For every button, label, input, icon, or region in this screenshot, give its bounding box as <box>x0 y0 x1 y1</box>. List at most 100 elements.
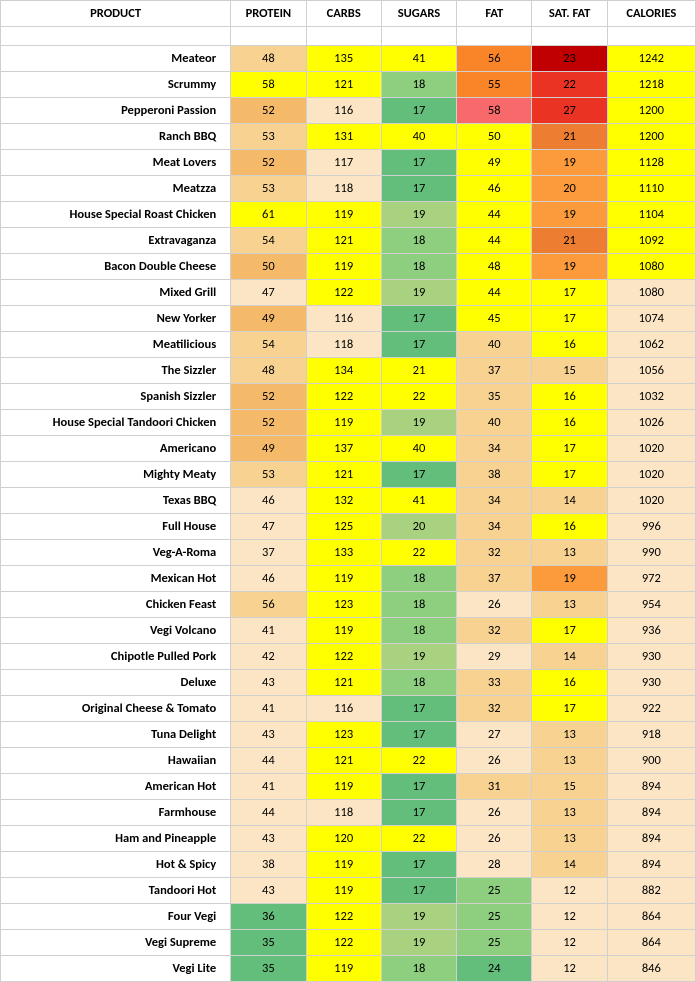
cell: 43 <box>231 670 306 696</box>
cell: 19 <box>381 644 456 670</box>
cell: 1080 <box>607 254 695 280</box>
cell: 122 <box>306 384 381 410</box>
cell: 119 <box>306 410 381 436</box>
cell: 972 <box>607 566 695 592</box>
table-row: Vegi Supreme35122192512864 <box>1 930 696 956</box>
cell: 35 <box>457 384 532 410</box>
product-name: House Special Roast Chicken <box>1 202 231 228</box>
product-name: New Yorker <box>1 306 231 332</box>
product-name: Spanish Sizzler <box>1 384 231 410</box>
nutrition-table: PRODUCT PROTEIN CARBS SUGARS FAT SAT. FA… <box>0 0 696 982</box>
cell: 1200 <box>607 124 695 150</box>
cell: 41 <box>231 618 306 644</box>
cell: 61 <box>231 202 306 228</box>
product-name: Scrummy <box>1 72 231 98</box>
table-row: Mixed Grill471221944171080 <box>1 280 696 306</box>
cell: 17 <box>381 852 456 878</box>
table-row: Chipotle Pulled Pork42122192914930 <box>1 644 696 670</box>
product-name: Original Cheese & Tomato <box>1 696 231 722</box>
cell: 121 <box>306 228 381 254</box>
col-protein: PROTEIN <box>231 1 306 27</box>
cell: 52 <box>231 384 306 410</box>
cell: 16 <box>532 384 607 410</box>
cell: 1080 <box>607 280 695 306</box>
cell: 45 <box>457 306 532 332</box>
cell: 118 <box>306 800 381 826</box>
cell: 52 <box>231 410 306 436</box>
cell: 19 <box>532 202 607 228</box>
cell: 15 <box>532 358 607 384</box>
cell: 38 <box>231 852 306 878</box>
cell: 922 <box>607 696 695 722</box>
cell: 122 <box>306 280 381 306</box>
product-name: Vegi Supreme <box>1 930 231 956</box>
table-row: Hot & Spicy38119172814894 <box>1 852 696 878</box>
cell: 118 <box>306 332 381 358</box>
cell: 13 <box>532 826 607 852</box>
cell: 117 <box>306 150 381 176</box>
cell: 120 <box>306 826 381 852</box>
cell: 21 <box>532 124 607 150</box>
cell: 121 <box>306 670 381 696</box>
table-row: New Yorker491161745171074 <box>1 306 696 332</box>
cell: 18 <box>381 592 456 618</box>
table-row: Tuna Delight43123172713918 <box>1 722 696 748</box>
cell: 119 <box>306 618 381 644</box>
cell: 47 <box>231 514 306 540</box>
cell: 52 <box>231 150 306 176</box>
table-row: Meatzza531181746201110 <box>1 176 696 202</box>
cell: 14 <box>532 852 607 878</box>
table-row: The Sizzler481342137151056 <box>1 358 696 384</box>
product-name: Vegi Volcano <box>1 618 231 644</box>
cell: 16 <box>532 410 607 436</box>
table-row: Chicken Feast56123182613954 <box>1 592 696 618</box>
cell: 34 <box>457 436 532 462</box>
table-row: Mexican Hot46119183719972 <box>1 566 696 592</box>
cell: 20 <box>532 176 607 202</box>
table-row: Four Vegi36122192512864 <box>1 904 696 930</box>
cell: 1092 <box>607 228 695 254</box>
cell: 50 <box>457 124 532 150</box>
cell: 17 <box>381 332 456 358</box>
product-name: Deluxe <box>1 670 231 696</box>
cell: 119 <box>306 878 381 904</box>
cell: 936 <box>607 618 695 644</box>
cell: 46 <box>231 488 306 514</box>
cell: 17 <box>532 436 607 462</box>
cell: 123 <box>306 592 381 618</box>
product-name: American Hot <box>1 774 231 800</box>
cell: 21 <box>532 228 607 254</box>
cell: 1020 <box>607 488 695 514</box>
product-name: Americano <box>1 436 231 462</box>
cell: 19 <box>532 254 607 280</box>
cell: 18 <box>381 254 456 280</box>
cell: 43 <box>231 826 306 852</box>
cell: 1128 <box>607 150 695 176</box>
cell: 21 <box>381 358 456 384</box>
cell: 44 <box>457 280 532 306</box>
cell: 36 <box>231 904 306 930</box>
cell: 137 <box>306 436 381 462</box>
cell: 19 <box>381 904 456 930</box>
cell: 17 <box>381 722 456 748</box>
cell: 43 <box>231 878 306 904</box>
table-row: Mighty Meaty531211738171020 <box>1 462 696 488</box>
product-name: Ranch BBQ <box>1 124 231 150</box>
cell: 846 <box>607 956 695 982</box>
cell: 19 <box>381 930 456 956</box>
cell: 1020 <box>607 436 695 462</box>
cell: 46 <box>457 176 532 202</box>
cell: 133 <box>306 540 381 566</box>
table-row: Extravaganza541211844211092 <box>1 228 696 254</box>
cell: 1200 <box>607 98 695 124</box>
product-name: Mixed Grill <box>1 280 231 306</box>
col-carbs: CARBS <box>306 1 381 27</box>
cell: 18 <box>381 72 456 98</box>
cell: 1020 <box>607 462 695 488</box>
cell: 990 <box>607 540 695 566</box>
cell: 44 <box>457 228 532 254</box>
cell: 26 <box>457 800 532 826</box>
cell: 41 <box>381 488 456 514</box>
cell: 34 <box>457 488 532 514</box>
product-name: Chicken Feast <box>1 592 231 618</box>
